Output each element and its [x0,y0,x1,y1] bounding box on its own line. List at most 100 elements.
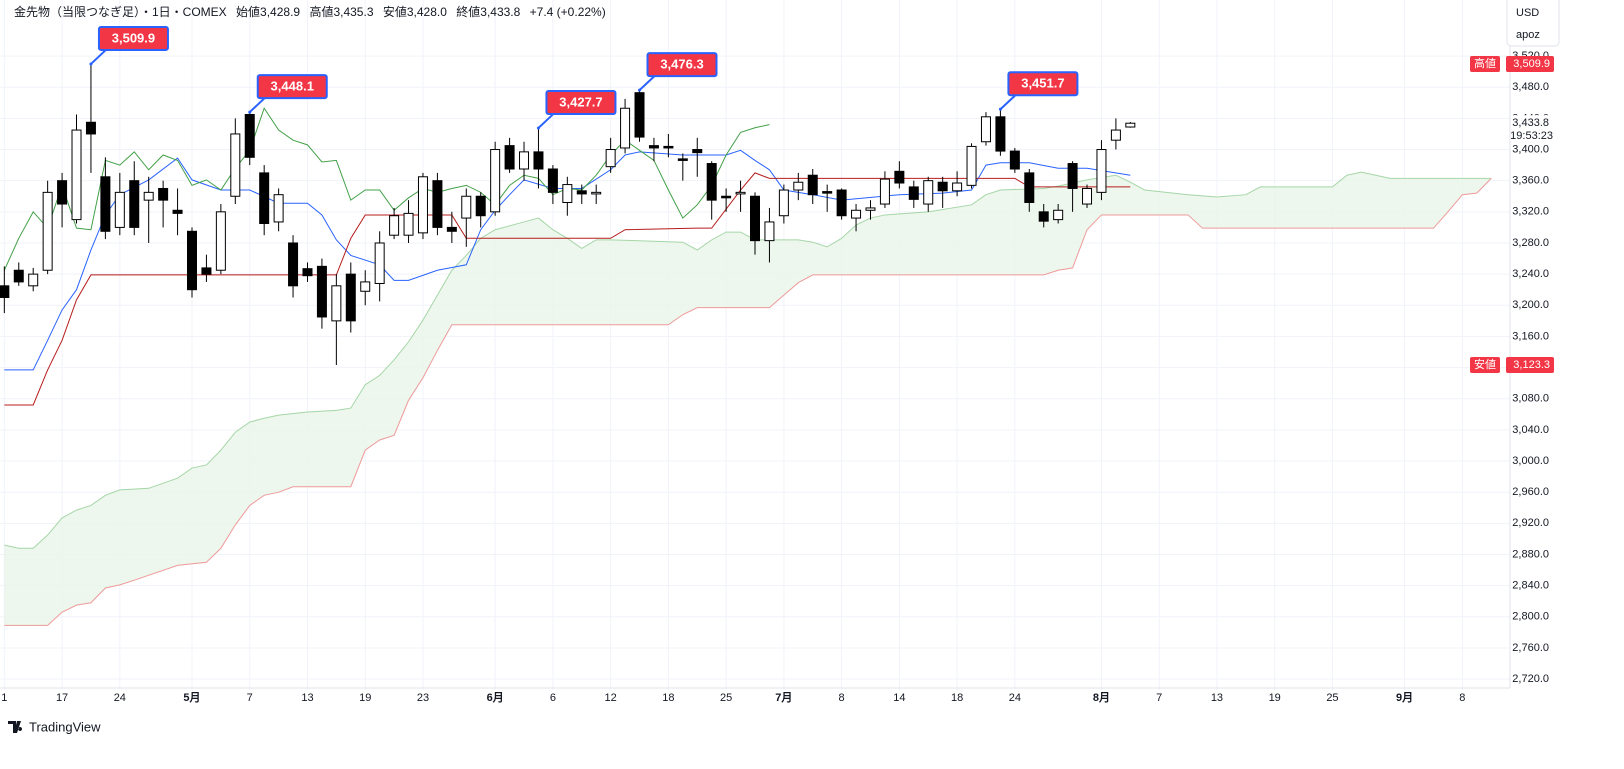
candle-body [28,273,39,287]
candle-body [1110,129,1121,141]
candle-body [1067,163,1078,189]
candle-body [576,190,587,195]
candle-body [215,211,226,271]
x-tick-label: 25 [1326,692,1338,704]
candle-body [519,151,530,170]
candle-body [446,226,457,232]
ohlc-label: 終値 [456,5,481,19]
candle-body [129,180,140,228]
y-tick-label: 3,480.0 [1512,81,1549,93]
callout-pointer [90,48,108,65]
ohlc-label: 安値 [382,5,407,19]
ohlc-value: 3,433.8 [480,5,521,19]
cloud-fill [4,172,1492,626]
x-tick-label: 25 [720,692,732,704]
candle-body [360,281,371,292]
candle-body [403,212,414,236]
candle-body [490,149,501,213]
x-tick-label: 6月 [487,691,504,704]
candle-body [894,170,905,184]
candle-body [13,269,24,283]
candle-body [620,107,631,149]
y-tick-label: 2,920.0 [1512,517,1549,529]
cloud-span-a [4,171,1492,549]
candle-body [735,191,746,195]
candle-body [273,194,284,223]
callout-pointer [537,112,556,129]
price-tag-value-bg [1506,55,1554,72]
x-tick-label: 8月 [1093,691,1110,704]
callout-dot [638,88,642,92]
candle-body [778,189,789,217]
callout-pointer [638,74,657,91]
x-tick-label: 1 [1,692,7,704]
y-tick-label: 3,360.0 [1512,175,1549,187]
candle-body [764,221,775,242]
callout-dot [536,126,540,130]
candle-body [706,163,717,201]
price-tag-name: 高値 [1474,56,1496,70]
x-tick-label: 18 [662,692,674,704]
candle-body [908,186,919,200]
candle-body [1096,149,1107,193]
x-tick-label: 18 [951,692,963,704]
candle-body [648,145,659,149]
candle-body [1082,187,1093,205]
price-tag-value: 3,123.3 [1513,359,1550,371]
price-tag-name-bg [1470,55,1500,72]
ohlc-value: 3,435.3 [333,5,374,19]
candle-body [1009,150,1020,170]
price-tag-name-bg [1470,357,1500,374]
callout-dot [998,107,1002,111]
candle-body [721,195,732,199]
candle-body [158,187,169,201]
x-tick-label: 19 [1269,692,1281,704]
x-tick-label: 7 [1156,692,1162,704]
candle-body [1038,211,1049,222]
callout-box [97,25,169,51]
x-tick-label: 24 [114,692,126,704]
brand-icon [8,721,23,733]
y-tick-label: 2,800.0 [1512,611,1549,623]
candle-body [807,174,818,196]
candle-body [85,121,96,135]
brand-logo: TradingView [8,719,101,734]
ohlc-label: 高値 [309,5,334,19]
candle-body [822,191,833,194]
candle-body [923,180,934,205]
price-tag-value: 3,509.9 [1513,58,1550,70]
callout-pointer [999,93,1018,110]
y-tick-label: 2,760.0 [1512,642,1549,654]
y-tick-label: 3,080.0 [1512,393,1549,405]
candle-body [244,113,255,158]
header: 金先物（当限つなぎ足）・1日・COMEX 始値3,428.9 高値3,435.3… [14,3,612,20]
candle-body [952,182,963,192]
ohlc-item: 始値3,428.9 [236,5,300,19]
indicator-line [3,107,770,271]
candle-body [836,189,847,217]
x-tick-label: 24 [1009,692,1021,704]
x-tick-label: 7月 [775,691,792,704]
x-tick-label: 8 [839,692,845,704]
x-tick-label: 14 [893,692,905,704]
candle-body [634,92,645,138]
candle-body [995,116,1006,152]
brand-name: TradingView [29,719,101,734]
ohlc-item: 高値3,435.3 [309,5,373,19]
candle-body [793,181,804,191]
candle-body [475,195,486,217]
y-tick-label: 3,040.0 [1512,424,1549,436]
price-tag-name: 安値 [1474,357,1496,371]
ohlc-item: 終値3,433.8 [456,5,520,19]
candle-body [851,209,862,219]
user-label: apoz [1516,29,1540,41]
price-tag-value-bg [1506,357,1554,374]
ohlc-value: 3,428.9 [260,5,301,19]
callout-dot [89,62,93,66]
callout-label: 3,476.3 [660,57,703,72]
candle-body [417,176,428,234]
candle-body [750,195,760,242]
